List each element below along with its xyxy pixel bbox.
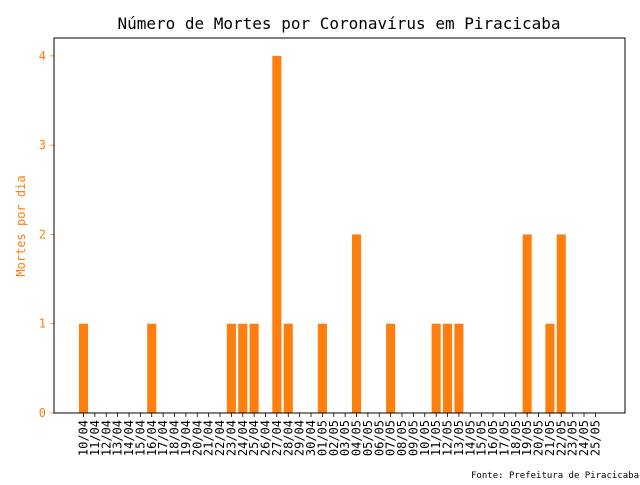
chart-title: Número de Mortes por Coronavírus em Pira… — [117, 14, 560, 33]
bar-28-04 — [283, 323, 293, 413]
y-ticks-group: 0 1 2 3 4 — [39, 49, 54, 420]
bars-group — [78, 55, 566, 414]
x-tick-label: 24/04 — [236, 420, 250, 456]
bar-23-04 — [226, 323, 236, 413]
x-tick-label: 16/04 — [145, 420, 159, 456]
x-tick-label: 03/05 — [338, 420, 352, 456]
x-tick-label: 30/04 — [304, 420, 318, 456]
x-tick-label: 25/05 — [588, 420, 602, 456]
x-tick-label: 06/05 — [372, 420, 386, 456]
x-tick-label: 16/05 — [486, 420, 500, 456]
bar-01-05 — [317, 323, 327, 413]
bar-21-05 — [545, 323, 555, 413]
x-tick-label: 12/04 — [99, 420, 113, 456]
x-ticks-group: 10/0411/0412/0413/0414/0415/0416/0417/04… — [77, 413, 602, 456]
source-note: Fonte: Prefeitura de Piracicaba — [471, 471, 639, 480]
x-tick-label: 10/04 — [77, 420, 91, 456]
x-tick-label: 26/04 — [259, 420, 273, 456]
x-tick-label: 20/05 — [532, 420, 546, 456]
x-tick-label: 21/04 — [202, 420, 216, 456]
x-tick-label: 02/05 — [327, 420, 341, 456]
bar-10-04 — [78, 323, 89, 413]
x-tick-label: 19/05 — [520, 420, 534, 456]
y-tick-label: 2 — [39, 227, 46, 241]
x-tick-label: 17/05 — [497, 420, 511, 456]
x-tick-label: 13/04 — [111, 420, 125, 456]
bar-19-05 — [522, 234, 532, 413]
bar-11-05 — [431, 323, 441, 413]
x-tick-label: 04/05 — [350, 420, 364, 456]
x-tick-label: 15/05 — [475, 420, 489, 456]
bar-13-05 — [454, 323, 464, 413]
x-tick-label: 13/05 — [452, 420, 466, 456]
x-tick-label: 11/05 — [429, 420, 443, 456]
bar-07-05 — [386, 323, 396, 413]
x-tick-label: 12/05 — [441, 420, 455, 456]
x-tick-label: 14/05 — [463, 420, 477, 456]
x-tick-label: 10/05 — [418, 420, 432, 456]
x-tick-label: 21/05 — [543, 420, 557, 456]
x-tick-label: 22/05 — [554, 420, 568, 456]
plot-frame — [53, 37, 626, 414]
bar-25-04 — [249, 323, 259, 413]
bar-22-05 — [556, 234, 566, 413]
x-tick-label: 07/05 — [384, 420, 398, 456]
x-tick-label: 25/04 — [247, 420, 261, 456]
x-tick-label: 24/05 — [577, 420, 591, 456]
x-tick-label: 18/05 — [509, 420, 523, 456]
x-tick-label: 15/04 — [133, 420, 147, 456]
x-tick-label: 23/05 — [566, 420, 580, 456]
bar-16-04 — [147, 323, 157, 413]
x-tick-label: 23/04 — [224, 420, 238, 456]
bar-24-04 — [238, 323, 248, 413]
bar-12-05 — [442, 323, 453, 413]
x-tick-label: 29/04 — [293, 420, 307, 456]
x-tick-label: 17/04 — [156, 420, 170, 456]
bar-27-04 — [272, 55, 282, 414]
x-tick-label: 27/04 — [270, 420, 284, 456]
x-tick-label: 14/04 — [122, 420, 136, 456]
y-tick-label: 4 — [39, 49, 46, 63]
bar-04-05 — [351, 234, 362, 413]
x-tick-label: 09/05 — [406, 420, 420, 456]
y-tick-label: 1 — [39, 317, 46, 331]
x-tick-label: 28/04 — [281, 420, 295, 456]
x-tick-label: 11/04 — [88, 420, 102, 456]
x-tick-label: 01/05 — [315, 420, 329, 456]
x-tick-label: 08/05 — [395, 420, 409, 456]
y-tick-label: 3 — [39, 138, 46, 152]
x-tick-label: 19/04 — [179, 420, 193, 456]
y-tick-label: 0 — [39, 406, 46, 420]
x-tick-label: 18/04 — [168, 420, 182, 456]
x-tick-label: 05/05 — [361, 420, 375, 456]
y-axis-label: Mortes por dia — [14, 175, 28, 276]
x-tick-label: 22/04 — [213, 420, 227, 456]
x-tick-label: 20/04 — [190, 420, 204, 456]
